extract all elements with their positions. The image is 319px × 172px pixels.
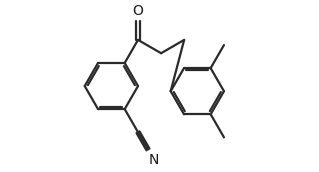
Text: O: O: [133, 4, 144, 18]
Text: N: N: [149, 153, 159, 167]
